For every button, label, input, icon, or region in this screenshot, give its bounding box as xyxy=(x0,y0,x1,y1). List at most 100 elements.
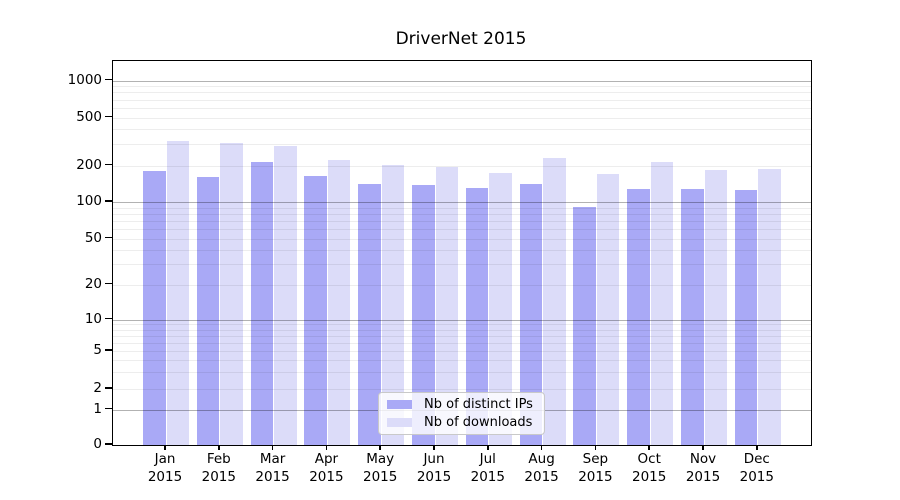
gridline-minor xyxy=(113,329,811,331)
y-tick-mark xyxy=(105,387,112,389)
legend-swatch-distinct-ips xyxy=(387,400,412,410)
x-month-label: Apr 2015 xyxy=(309,451,344,485)
bar-distinct-ips xyxy=(304,175,327,445)
bar-downloads xyxy=(381,164,405,445)
bar-downloads xyxy=(650,162,674,445)
bar-downloads xyxy=(166,140,189,445)
x-tick-mark xyxy=(756,445,758,450)
gridline-minor xyxy=(113,117,811,119)
bar-downloads xyxy=(543,158,566,445)
x-tick-mark xyxy=(487,445,489,450)
legend-label-downloads: Nb of downloads xyxy=(424,414,533,430)
x-tick-mark xyxy=(271,445,274,450)
bars-layer xyxy=(113,61,811,445)
y-tick-mark xyxy=(105,78,112,81)
x-month-label: Dec 2015 xyxy=(739,451,774,485)
bar-downloads xyxy=(435,166,458,445)
gridline-minor xyxy=(113,264,811,266)
plot-area: Nb of distinct IPs Nb of downloads xyxy=(112,60,812,446)
y-tick-label: 1000 xyxy=(67,71,102,88)
x-month-label: Jan 2015 xyxy=(147,451,183,485)
chart-title: DriverNet 2015 xyxy=(395,29,527,49)
x-tick-mark xyxy=(702,445,704,450)
y-tick-label: 10 xyxy=(84,310,102,327)
x-month-label: Nov 2015 xyxy=(685,451,721,485)
x-month-label: May 2015 xyxy=(363,451,398,485)
bar-distinct-ips xyxy=(250,162,274,445)
x-month-label: Jul 2015 xyxy=(470,451,505,485)
x-tick-mark xyxy=(379,445,381,450)
legend-label-distinct-ips: Nb of distinct IPs xyxy=(424,397,533,413)
x-tick-mark xyxy=(540,445,543,450)
bar-downloads xyxy=(596,174,620,445)
gridline-major xyxy=(113,319,811,321)
gridline-minor xyxy=(113,249,811,251)
gridline-minor xyxy=(113,129,811,131)
y-tick-mark xyxy=(105,443,112,445)
x-month-label: Oct 2015 xyxy=(632,451,667,485)
x-tick-mark xyxy=(218,445,220,450)
gridline-minor xyxy=(113,220,811,222)
y-tick-mark xyxy=(105,282,112,285)
y-tick-mark xyxy=(105,236,112,239)
y-tick-label: 500 xyxy=(76,108,102,125)
y-tick-label: 200 xyxy=(76,156,102,173)
bar-distinct-ips xyxy=(573,206,596,445)
gridline-minor xyxy=(113,342,811,344)
bar-downloads xyxy=(327,159,351,445)
x-tick-mark xyxy=(325,445,328,450)
bar-distinct-ips xyxy=(734,189,758,445)
gridline-minor xyxy=(113,207,811,209)
bar-distinct-ips xyxy=(465,187,489,445)
y-tick-label: 50 xyxy=(84,229,102,246)
gridline-minor xyxy=(113,144,811,146)
x-tick-mark xyxy=(594,445,597,450)
legend: Nb of distinct IPs Nb of downloads xyxy=(378,392,545,435)
x-month-label: Feb 2015 xyxy=(201,451,236,485)
gridline-minor xyxy=(113,238,811,240)
y-tick-label: 20 xyxy=(84,275,102,292)
gridlines-layer xyxy=(113,61,811,445)
gridline-minor xyxy=(113,86,811,88)
gridline-minor xyxy=(113,351,811,352)
gridline-major xyxy=(113,80,811,82)
gridline-minor xyxy=(113,284,811,286)
bar-distinct-ips xyxy=(196,176,220,445)
bar-distinct-ips xyxy=(143,171,166,445)
bar-downloads xyxy=(274,146,297,445)
y-tick-label: 1 xyxy=(93,400,102,417)
gridline-minor xyxy=(113,228,811,230)
legend-item-downloads: Nb of downloads xyxy=(387,415,536,430)
bar-distinct-ips xyxy=(412,185,435,445)
bar-distinct-ips xyxy=(627,189,650,445)
bar-distinct-ips xyxy=(681,189,704,445)
bar-distinct-ips xyxy=(358,183,381,445)
bar-downloads xyxy=(489,172,512,445)
gridline-minor xyxy=(113,360,811,362)
gridline-minor xyxy=(113,335,811,337)
x-month-label: Aug 2015 xyxy=(524,451,559,485)
y-tick-label: 100 xyxy=(76,193,102,209)
bar-distinct-ips xyxy=(519,183,543,445)
y-tick-mark xyxy=(105,163,112,166)
x-month-label: Jun 2015 xyxy=(416,451,452,485)
gridline-minor xyxy=(113,213,811,215)
legend-item-distinct-ips: Nb of distinct IPs xyxy=(387,397,536,412)
y-tick-mark xyxy=(105,349,112,351)
gridline-minor xyxy=(113,324,811,326)
y-tick-label: 0 xyxy=(93,436,102,452)
x-tick-mark xyxy=(433,445,435,450)
x-month-label: Sep 2015 xyxy=(578,451,613,485)
gridline-minor xyxy=(113,372,811,374)
bar-downloads xyxy=(758,169,781,445)
y-tick-mark xyxy=(105,115,112,118)
x-tick-mark xyxy=(648,445,650,450)
y-tick-mark xyxy=(105,407,112,410)
y-tick-mark xyxy=(105,317,112,320)
gridline-minor xyxy=(113,389,811,390)
bar-downloads xyxy=(704,170,727,445)
x-month-label: Mar 2015 xyxy=(255,451,290,485)
bar-downloads xyxy=(220,143,243,445)
gridline-minor xyxy=(113,92,811,94)
